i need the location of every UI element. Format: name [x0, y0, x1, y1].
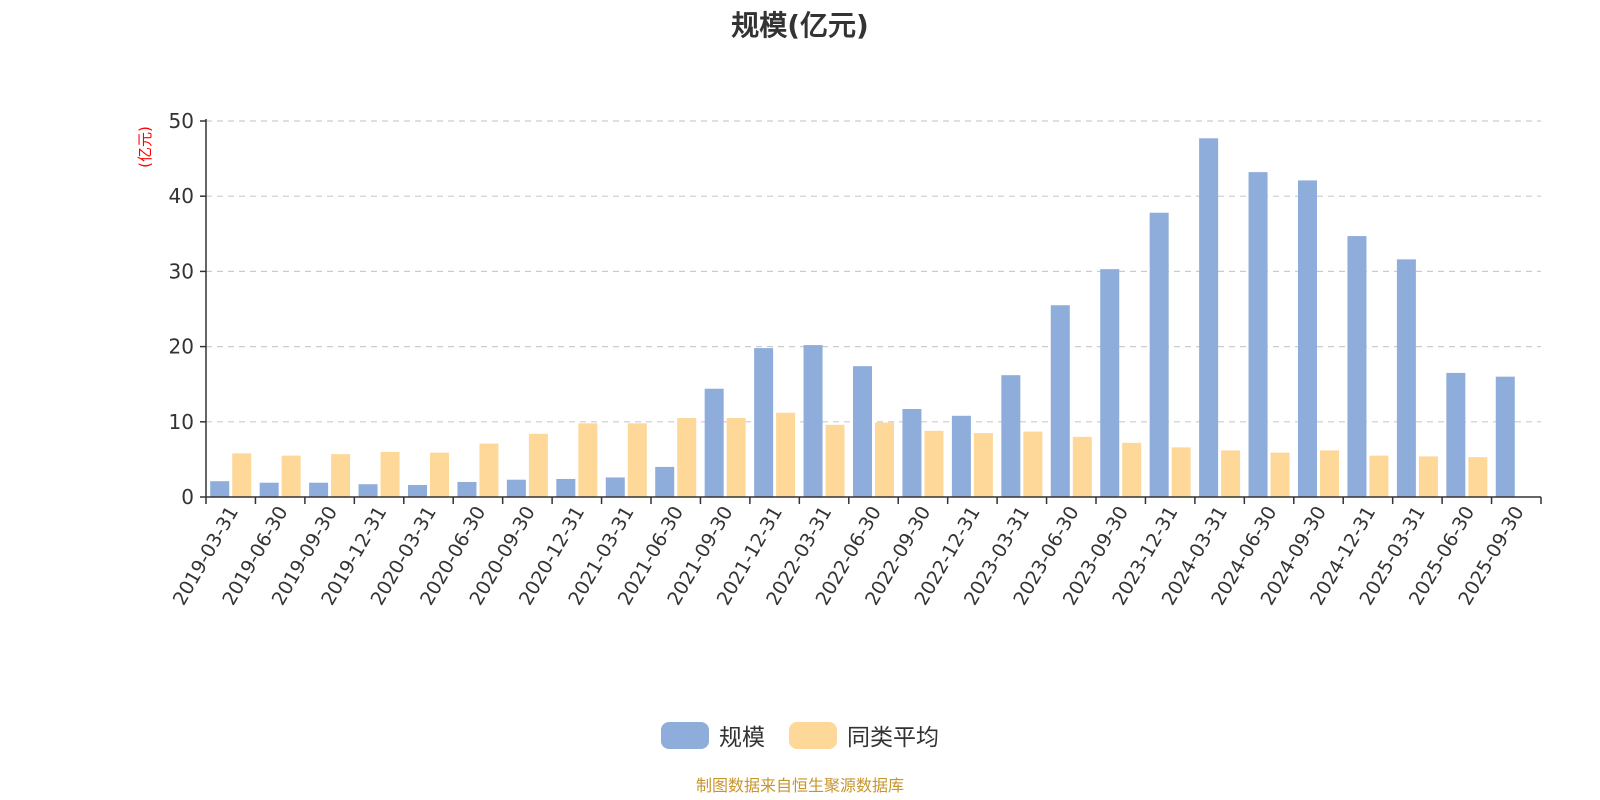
bar-avg: [776, 412, 796, 497]
source-note: 制图数据来自恒生聚源数据库: [695, 776, 904, 795]
bar-avg: [677, 418, 697, 497]
bar-avg: [1270, 452, 1290, 497]
bar-scale: [1446, 372, 1466, 497]
bar-scale: [358, 484, 378, 497]
bar-avg: [924, 430, 944, 497]
bar-scale: [902, 409, 922, 497]
bar-scale: [457, 481, 477, 497]
bar-scale: [1149, 212, 1169, 497]
bar-scale: [1248, 172, 1268, 498]
chart-title: 规模(亿元): [731, 9, 869, 42]
bar-avg: [1072, 436, 1092, 497]
legend-label-avg: 同类平均: [847, 725, 939, 751]
y-tick-label: 20: [169, 335, 194, 359]
bar-scale: [1495, 376, 1515, 497]
bar-scale: [309, 482, 329, 497]
legend-item-scale[interactable]: 规模: [661, 718, 765, 752]
bar-scale: [259, 482, 279, 497]
bar-scale: [1050, 305, 1070, 497]
bar-avg: [331, 454, 351, 497]
bar-scale: [1298, 180, 1317, 497]
axes: 01020304050(亿元)2019-03-312019-06-302019-…: [136, 109, 1542, 609]
bar-avg: [1171, 447, 1191, 497]
legend: 规模 同类平均: [0, 718, 1600, 752]
bar-scale: [1001, 375, 1021, 497]
bar-avg: [1320, 450, 1339, 497]
bar-avg: [973, 433, 993, 497]
legend-swatch-avg: [789, 721, 837, 749]
bar-scale: [1347, 236, 1367, 497]
bar-avg: [1468, 457, 1488, 497]
bar-scale: [506, 479, 526, 497]
bar-avg: [380, 451, 400, 497]
legend-swatch-scale: [661, 721, 709, 749]
bar-avg: [1221, 450, 1241, 497]
bar-scale: [1100, 269, 1120, 497]
y-tick-label: 0: [181, 485, 194, 509]
y-axis-label: (亿元): [136, 126, 154, 168]
grid-lines: [206, 120, 1541, 423]
legend-item-avg[interactable]: 同类平均: [789, 718, 939, 752]
bar-scale: [556, 478, 576, 497]
bar-scale: [754, 348, 774, 497]
bar-scale: [1199, 138, 1219, 497]
bar-avg: [726, 418, 746, 497]
bars: [210, 138, 1515, 498]
bar-scale: [408, 484, 427, 497]
bar-scale: [210, 481, 230, 497]
bar-scale: [605, 477, 625, 497]
y-tick-label: 40: [169, 184, 194, 208]
bar-avg: [627, 423, 647, 497]
y-tick-label: 30: [169, 259, 194, 283]
bar-avg: [578, 423, 598, 497]
y-tick-label: 50: [169, 109, 194, 133]
bar-scale: [951, 415, 971, 497]
bar-avg: [430, 452, 449, 497]
bar-scale: [655, 466, 675, 497]
bar-avg: [479, 443, 499, 497]
legend-label-scale: 规模: [719, 725, 765, 751]
bar-avg: [1369, 455, 1389, 497]
bar-avg: [825, 424, 845, 497]
bar-scale: [803, 345, 823, 497]
bar-avg: [528, 433, 548, 497]
y-tick-label: 10: [169, 410, 194, 434]
bar-avg: [1122, 442, 1142, 497]
bar-scale: [1396, 259, 1416, 497]
bar-avg: [281, 455, 301, 497]
bar-avg: [875, 422, 894, 497]
bar-avg: [232, 453, 252, 497]
bar-avg: [1023, 431, 1043, 497]
bar-scale: [704, 388, 724, 497]
bar-scale: [853, 366, 872, 497]
bar-avg: [1418, 456, 1438, 497]
